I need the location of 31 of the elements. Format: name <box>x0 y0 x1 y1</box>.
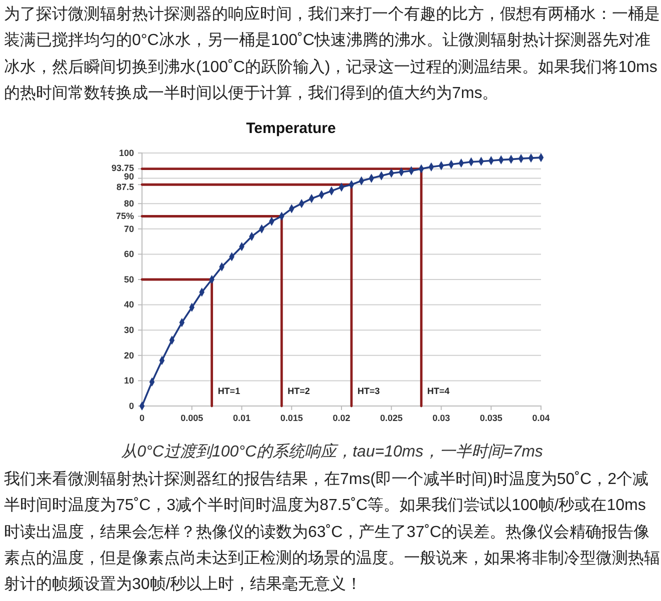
chart-title: Temperature <box>246 120 336 137</box>
y-tick-label: 0 <box>128 400 134 411</box>
y-tick-label: 93.75 <box>111 163 134 174</box>
y-tick-label: 20 <box>124 350 134 360</box>
annotation: HT=3 <box>357 386 380 396</box>
y-tick-label: 70 <box>124 224 134 234</box>
annotation: HT=2 <box>288 386 310 396</box>
text: 为了探讨微测辐射热计探测器的响应时间，我们来打一个有趣的比方，假想有两桶水：一桶是装满已搅拌均匀的0°C冰水，另一桶是100˚C快速沸腾的沸水。让微测辐射热计探测器先对准冰水，然后瞬间切换到沸水(100˚C的跃阶输入)，记录这一过程的测温结果。如果我们将10ms的热时间常数转换成一半时间以便于计算，我们得到的值大约为7ms。 <box>4 4 660 104</box>
y-tick-label: 75% <box>116 211 134 222</box>
x-tick-label: 0.005 <box>180 413 204 424</box>
y-tick-label: 90 <box>124 171 134 182</box>
text: 我们来看微测辐射热计探测器红的报告结果，在7ms(即一个减半时间)时温度为50˚C，2个减半时间时温度为75˚C，3减个半时间时温度为87.5˚C等。如果我们尝试以100帧/秒或在10ms时读出温度，结果会怎样？热像仪的读数为63˚C，产生了37˚C的误差。热像仪会精确报告像素点的温度，但是像素点尚未达到正检测的场景的温度。一般说来，如果将非制冷型微测热辐射计的帧频设置为30帧/秒以上时，结果毫无意义！ <box>4 470 660 596</box>
x-tick-label: 0.01 <box>232 413 251 424</box>
y-tick-label: 60 <box>124 249 134 260</box>
x-tick-label: 0.025 <box>380 413 403 424</box>
y-tick-label: 40 <box>124 300 134 310</box>
x-tick-label: 0.02 <box>332 413 350 424</box>
annotation: HT=1 <box>218 386 240 396</box>
text: 从0°C过渡到100°C的系统响应，tau=10ms，一半时间=7ms <box>121 442 543 461</box>
x-tick-label: 0.035 <box>480 413 502 424</box>
x-tick-label: 0 <box>139 413 145 424</box>
y-tick-label: 87.5 <box>116 182 134 192</box>
x-tick-label: 0.04 <box>532 413 550 424</box>
x-tick-label: 0.03 <box>432 413 450 424</box>
x-tick-label: 0.015 <box>280 413 303 424</box>
y-tick-label: 30 <box>124 324 134 335</box>
y-tick-label: 10 <box>124 376 134 386</box>
y-tick-label: 100 <box>118 148 134 158</box>
y-tick-label: 50 <box>124 274 134 284</box>
y-tick-label: 80 <box>124 198 134 208</box>
annotation: HT=4 <box>427 386 450 396</box>
